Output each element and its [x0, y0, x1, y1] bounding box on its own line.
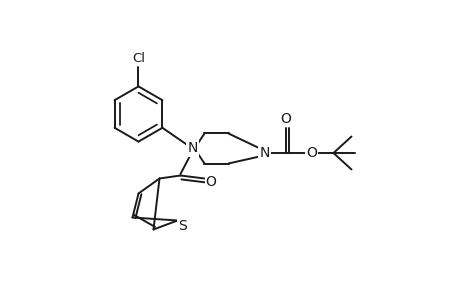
Text: N: N: [187, 142, 197, 155]
Text: O: O: [280, 112, 290, 126]
Text: O: O: [205, 175, 216, 188]
Text: N: N: [259, 146, 269, 160]
Text: Cl: Cl: [132, 52, 145, 65]
Text: O: O: [305, 146, 316, 160]
Text: S: S: [178, 219, 187, 233]
